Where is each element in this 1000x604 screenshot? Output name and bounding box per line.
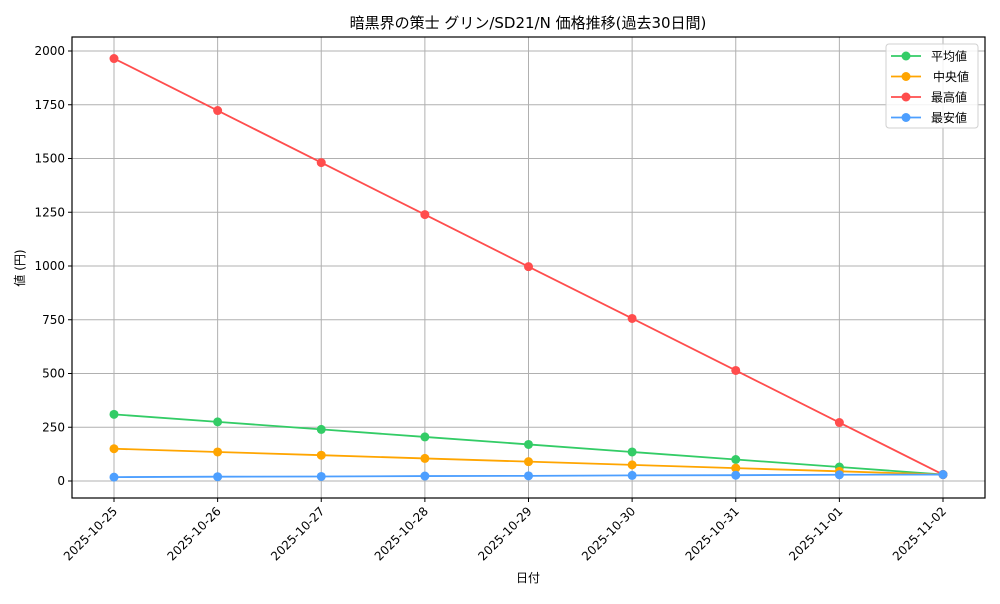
data-point-marker xyxy=(109,409,119,419)
data-point-marker xyxy=(731,455,741,464)
y-tick-label: 1750 xyxy=(34,98,65,112)
data-point-marker xyxy=(834,470,844,480)
legend-marker-icon xyxy=(901,113,911,122)
legend-marker-icon xyxy=(901,51,911,61)
data-series xyxy=(109,54,948,482)
data-point-marker xyxy=(420,432,430,442)
data-point-marker xyxy=(524,471,533,481)
data-point-marker xyxy=(524,439,533,449)
x-tick-label: 2025-10-28 xyxy=(372,504,431,563)
y-tick-label: 2000 xyxy=(34,44,65,58)
y-tick-label: 1000 xyxy=(34,259,65,273)
data-point-marker xyxy=(213,472,223,482)
y-tick-label: 0 xyxy=(57,474,65,488)
data-point-marker xyxy=(524,262,533,272)
y-axis: 0 250 500 750 1000 1250 1500 1750 2000 xyxy=(34,44,72,488)
data-point-marker xyxy=(627,447,637,457)
y-axis-label: 値 (円) xyxy=(12,249,27,286)
x-tick-label: 2025-10-26 xyxy=(165,504,224,563)
data-point-marker xyxy=(213,106,223,116)
data-point-marker xyxy=(213,447,223,457)
legend-label: 最安値 xyxy=(931,110,967,125)
series-0 xyxy=(109,409,948,480)
data-point-marker xyxy=(420,471,430,481)
y-tick-label: 1250 xyxy=(34,205,65,219)
data-point-marker xyxy=(420,210,430,220)
data-point-marker xyxy=(731,470,741,480)
x-axis: 2025-10-25 2025-10-26 2025-10-27 2025-10-28… xyxy=(61,498,949,563)
x-tick-label: 2025-11-01 xyxy=(786,504,845,563)
data-point-marker xyxy=(524,457,533,467)
chart-title: 暗黒界の策士 グリン/SD21/N 価格推移(過去30日間) xyxy=(350,14,707,32)
data-point-marker xyxy=(834,418,844,428)
y-tick-label: 250 xyxy=(42,420,65,434)
data-point-marker xyxy=(316,424,326,434)
y-tick-label: 750 xyxy=(42,313,65,327)
legend-label: 最高値 xyxy=(931,90,967,105)
legend-label: 平均値 xyxy=(931,49,967,64)
legend-marker-icon xyxy=(901,72,911,81)
legend-item: 最安値 xyxy=(891,110,967,125)
data-point-marker xyxy=(109,472,119,482)
legend-item: 最高値 xyxy=(891,90,967,105)
legend-box xyxy=(885,43,979,129)
data-point-marker xyxy=(109,54,119,64)
legend-label: 中央値 xyxy=(933,69,969,84)
data-point-marker xyxy=(109,444,119,454)
data-point-marker xyxy=(627,313,637,323)
x-tick-label: 2025-10-27 xyxy=(268,504,327,563)
y-tick-label: 500 xyxy=(42,367,65,381)
data-point-marker xyxy=(316,158,326,168)
x-tick-label: 2025-10-31 xyxy=(683,504,742,563)
data-point-marker xyxy=(731,365,741,375)
x-tick-label: 2025-10-30 xyxy=(579,504,638,563)
x-tick-label: 2025-10-29 xyxy=(475,504,534,563)
x-tick-label: 2025-11-02 xyxy=(890,504,949,563)
data-point-marker xyxy=(627,470,637,480)
legend-item: 平均値 xyxy=(891,49,967,64)
data-point-marker xyxy=(731,463,741,473)
x-axis-label: 日付 xyxy=(516,571,540,585)
data-point-marker xyxy=(938,470,948,480)
data-point-marker xyxy=(627,460,637,470)
data-point-marker xyxy=(316,450,326,460)
data-point-marker xyxy=(420,453,430,463)
legend-item: 中央値 xyxy=(891,69,969,84)
x-tick-label: 2025-10-25 xyxy=(61,504,120,563)
series-3 xyxy=(109,470,948,482)
data-point-marker xyxy=(316,471,326,481)
data-point-marker xyxy=(213,417,223,427)
y-tick-label: 1500 xyxy=(34,152,65,166)
legend-marker-icon xyxy=(901,92,911,102)
